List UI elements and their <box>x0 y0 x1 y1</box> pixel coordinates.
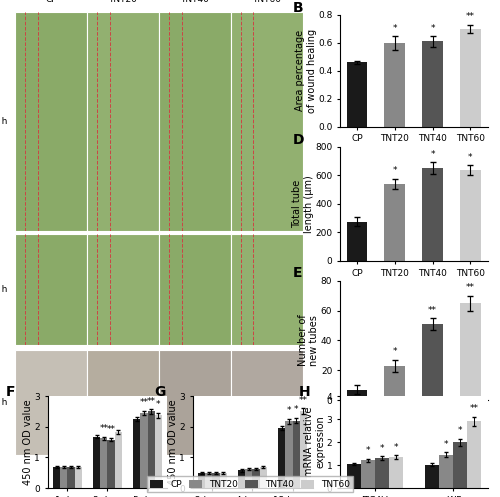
Text: H: H <box>298 385 310 399</box>
Text: TNT60: TNT60 <box>252 0 281 3</box>
Bar <box>212 473 220 488</box>
Text: *: * <box>392 23 397 32</box>
Text: **: ** <box>428 306 437 315</box>
FancyBboxPatch shape <box>230 12 302 231</box>
Text: *: * <box>430 150 435 159</box>
Y-axis label: mRNA relative
expression: mRNA relative expression <box>304 407 325 477</box>
Bar <box>424 465 438 488</box>
Bar <box>108 440 114 488</box>
Text: TNT20: TNT20 <box>108 0 137 3</box>
Text: **: ** <box>466 283 475 292</box>
Bar <box>292 420 300 488</box>
Bar <box>133 419 140 488</box>
FancyBboxPatch shape <box>15 350 87 455</box>
Bar <box>252 469 260 488</box>
Bar <box>360 460 375 488</box>
FancyBboxPatch shape <box>87 12 159 231</box>
Text: *: * <box>366 446 370 455</box>
Bar <box>300 412 307 488</box>
FancyBboxPatch shape <box>230 350 302 455</box>
Bar <box>346 222 368 261</box>
Y-axis label: 450 nm OD value: 450 nm OD value <box>168 399 177 485</box>
Bar <box>452 442 467 488</box>
Bar <box>467 421 481 488</box>
Bar <box>53 467 60 488</box>
Text: D: D <box>293 133 304 147</box>
Text: *: * <box>444 440 448 449</box>
FancyBboxPatch shape <box>15 234 87 345</box>
Text: G: G <box>154 385 166 399</box>
Bar <box>148 412 155 488</box>
Text: 0 h: 0 h <box>0 117 8 126</box>
Bar <box>389 457 403 488</box>
Bar <box>438 455 452 488</box>
FancyBboxPatch shape <box>159 234 230 345</box>
Bar <box>60 467 68 488</box>
Text: **: ** <box>146 397 156 406</box>
Bar <box>346 390 368 400</box>
Bar <box>286 421 292 488</box>
Bar <box>68 467 74 488</box>
Bar <box>422 41 443 127</box>
Bar <box>278 428 285 488</box>
Y-axis label: Area percentage
of wound healing: Area percentage of wound healing <box>295 29 316 113</box>
Bar <box>74 467 82 488</box>
Bar <box>346 464 360 488</box>
Text: *: * <box>156 400 160 409</box>
Text: *: * <box>286 406 291 415</box>
FancyBboxPatch shape <box>230 234 302 345</box>
Legend: CP, TNT20, TNT40, TNT60: CP, TNT20, TNT40, TNT60 <box>146 476 354 493</box>
Bar <box>93 436 100 488</box>
Bar <box>198 473 205 488</box>
Text: **: ** <box>140 398 148 407</box>
FancyBboxPatch shape <box>159 350 230 455</box>
Bar <box>220 473 227 488</box>
Text: E: E <box>293 266 302 280</box>
Text: F: F <box>6 385 15 399</box>
Text: **: ** <box>299 396 308 405</box>
FancyBboxPatch shape <box>87 234 159 345</box>
Text: **: ** <box>100 424 108 433</box>
Text: 6 h: 6 h <box>0 285 8 294</box>
FancyBboxPatch shape <box>15 12 87 231</box>
FancyBboxPatch shape <box>159 12 230 231</box>
Bar <box>246 469 252 488</box>
Y-axis label: Number of
new tubes: Number of new tubes <box>298 315 320 366</box>
Bar <box>100 438 107 488</box>
Bar <box>114 432 122 488</box>
Text: TNT40: TNT40 <box>180 0 209 3</box>
Text: *: * <box>380 444 384 453</box>
Bar <box>205 473 212 488</box>
Bar <box>346 63 368 127</box>
FancyBboxPatch shape <box>87 350 159 455</box>
Text: *: * <box>394 442 398 451</box>
Bar <box>384 184 406 261</box>
Bar <box>460 29 481 127</box>
Text: *: * <box>430 23 435 32</box>
Bar <box>422 168 443 261</box>
Bar <box>460 170 481 261</box>
Bar <box>375 458 389 488</box>
Text: *: * <box>468 153 472 162</box>
Text: B: B <box>293 1 304 15</box>
Bar <box>384 43 406 127</box>
Text: *: * <box>294 406 298 414</box>
Bar <box>155 415 162 488</box>
Text: CP: CP <box>45 0 57 3</box>
Bar <box>140 413 147 488</box>
Text: *: * <box>392 166 397 175</box>
Text: **: ** <box>470 404 478 413</box>
Y-axis label: 450 nm OD value: 450 nm OD value <box>22 399 32 485</box>
Text: **: ** <box>106 425 116 434</box>
Bar <box>260 467 267 488</box>
Y-axis label: Total tube
length (μm): Total tube length (μm) <box>292 175 314 233</box>
Bar <box>238 470 246 488</box>
Text: *: * <box>392 347 397 356</box>
Bar <box>460 303 481 400</box>
Text: *: * <box>458 426 462 435</box>
Text: 6 h: 6 h <box>0 398 8 407</box>
Bar <box>384 366 406 400</box>
Text: **: ** <box>466 12 475 21</box>
Bar <box>422 324 443 400</box>
